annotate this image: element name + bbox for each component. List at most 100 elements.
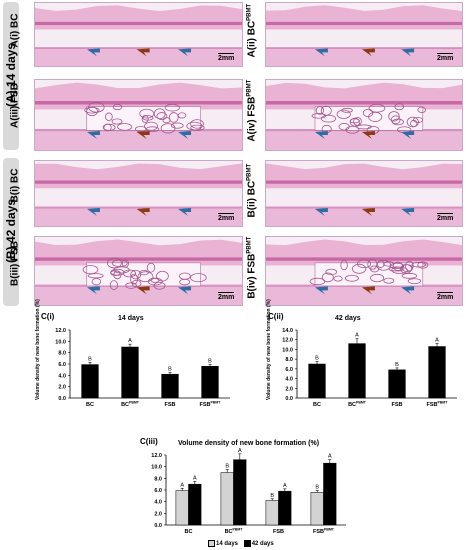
x-tick-label: BCPBMT xyxy=(348,401,367,409)
legend-label-42-days: 42 days xyxy=(251,541,274,548)
bar xyxy=(348,343,366,399)
graft-particle xyxy=(145,126,160,133)
chart-c-iii-label: C(iii) xyxy=(140,437,158,446)
blue-arrow-right xyxy=(178,286,192,295)
graft-particle xyxy=(309,277,326,286)
graft-particle xyxy=(186,121,203,131)
graft-particle xyxy=(349,117,361,127)
y-tick-label: 2.0 xyxy=(58,385,66,391)
lower-tissue-layer xyxy=(266,285,462,305)
x-tick-label: BC xyxy=(86,402,94,408)
cortical-band xyxy=(266,257,462,261)
graft-particle xyxy=(111,259,128,267)
y-tick-label: 4.0 xyxy=(154,500,162,506)
bar xyxy=(308,363,326,399)
graft-particle xyxy=(390,115,401,125)
significance-letter: A xyxy=(328,454,332,460)
micrograph-b-i xyxy=(34,160,243,227)
micrograph-b-iv xyxy=(265,236,463,306)
group-b-sidebar xyxy=(3,158,19,306)
cortical-band xyxy=(266,21,462,26)
bar xyxy=(121,346,139,399)
chart-c-i: 0.0 2.0 4.0 6.0 8.0 10.0 12.0 BC B BCPBMT A FSB B FSB… xyxy=(55,328,230,409)
chart-c-i-label: C(i) xyxy=(41,312,55,321)
blue-arrow-right xyxy=(401,131,415,139)
chart-c-ii: 0.0 2.0 4.0 6.0 8.0 10.0 12.0 14.0 BC B BCPBMT A FSB… xyxy=(282,328,457,409)
y-tick-label: 6.0 xyxy=(285,367,293,373)
graft-particle xyxy=(170,122,184,129)
x-tick-label: FSB xyxy=(273,529,284,535)
brown-arrow-center xyxy=(136,286,150,295)
graft-particle xyxy=(177,112,187,119)
graft-particle xyxy=(340,260,348,271)
scale-bar-a-i: 2mm xyxy=(218,53,235,62)
graft-particle xyxy=(113,270,122,280)
graft-particle xyxy=(362,108,374,118)
blue-arrow-left xyxy=(86,48,100,57)
x-tick-sup: PBMT xyxy=(129,401,140,405)
graft-particle xyxy=(156,112,168,120)
panel-label-b-iii: B(iii) FSB xyxy=(9,241,21,286)
periosteum-band xyxy=(266,47,462,49)
bar xyxy=(265,500,279,526)
y-tick-label: 2.0 xyxy=(154,511,162,517)
y-tick-label: 4.0 xyxy=(58,373,66,379)
blue-arrow-left xyxy=(314,208,328,216)
graft-particle xyxy=(112,104,123,111)
graft-particle xyxy=(392,261,404,271)
graft-particle xyxy=(146,262,156,273)
lower-tissue-layer xyxy=(266,130,462,150)
chart-c-ii-label: C(ii) xyxy=(268,312,284,321)
y-tick-label: 12.0 xyxy=(55,328,66,334)
graft-particle xyxy=(168,112,179,123)
significance-letter: B xyxy=(315,356,319,362)
lower-tissue-layer xyxy=(266,48,462,66)
graft-particle xyxy=(401,273,418,279)
bar xyxy=(220,472,234,526)
graft-particle xyxy=(406,116,419,128)
group-a-sidebar xyxy=(3,2,19,150)
graft-particle xyxy=(160,123,176,134)
graft-particle xyxy=(111,118,123,125)
y-tick-label: 6.0 xyxy=(154,488,162,494)
graft-particle xyxy=(190,273,207,283)
bar xyxy=(81,364,99,399)
y-tick-label: 14.0 xyxy=(282,328,293,334)
graft-particle xyxy=(130,269,142,280)
graft-particle xyxy=(87,273,104,279)
panel-label-a-ii: A(ii) BCPBMT xyxy=(246,3,258,58)
graft-particle xyxy=(320,114,337,123)
graft-particle xyxy=(117,123,133,131)
brown-arrow-center xyxy=(136,131,150,139)
cortical-band xyxy=(35,21,242,26)
significance-letter: B xyxy=(315,485,319,491)
graft-particle xyxy=(315,106,324,115)
graft-particle xyxy=(144,121,159,131)
significance-letter: B xyxy=(208,359,212,365)
scale-bar-b-i: 2mm xyxy=(218,213,235,222)
x-tick-label: BC xyxy=(185,529,193,535)
y-tick-label: 2.0 xyxy=(285,386,293,392)
bar xyxy=(310,492,324,526)
micrograph-a-ii xyxy=(265,2,463,67)
micrograph-a-iii xyxy=(34,79,243,151)
bar xyxy=(278,490,292,526)
graft-particle xyxy=(338,122,350,131)
graft-particle xyxy=(321,272,334,283)
micrograph-b-iii xyxy=(34,236,243,306)
graft-region xyxy=(86,262,201,287)
graft-particle xyxy=(383,277,395,284)
graft-particle xyxy=(109,280,119,291)
graft-particle xyxy=(370,273,385,283)
x-tick-label: FSBPBMT xyxy=(200,401,222,409)
graft-particle xyxy=(86,106,98,117)
brown-arrow-center xyxy=(361,286,375,295)
graft-particle xyxy=(130,273,138,285)
graft-particle xyxy=(125,282,137,289)
graft-particle xyxy=(110,268,125,276)
x-tick-label: BCPBMT xyxy=(225,528,244,536)
x-tick-sup: PBMT xyxy=(324,528,335,532)
bar xyxy=(233,459,247,526)
y-tick-label: 6.0 xyxy=(58,362,66,368)
graft-particle xyxy=(336,109,351,119)
